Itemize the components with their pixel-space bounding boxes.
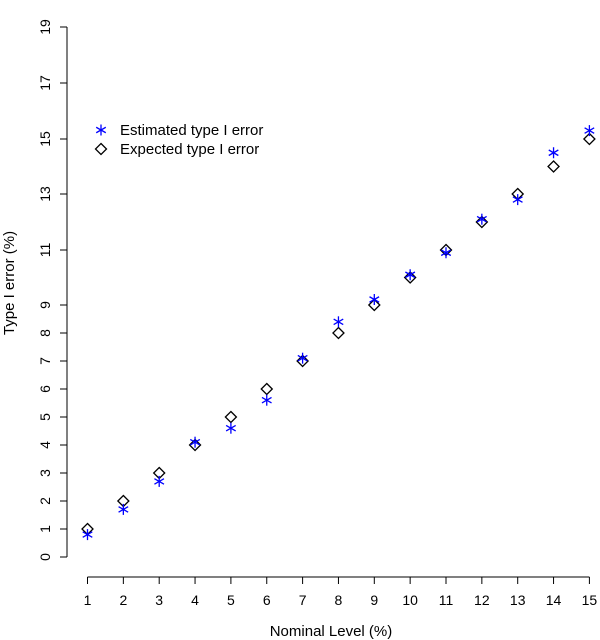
y-tick-label: 8 bbox=[37, 329, 53, 337]
x-axis: 1 2 3 4 5 6 7 8 9 10 11 12 13 14 15 bbox=[84, 576, 598, 608]
y-tick-label: 11 bbox=[37, 243, 53, 258]
x-tick-label: 2 bbox=[119, 592, 127, 608]
expected-point bbox=[403, 271, 417, 284]
x-tick-label: 15 bbox=[582, 592, 598, 608]
y-tick-label: 7 bbox=[37, 357, 53, 365]
x-tick-label: 12 bbox=[474, 592, 490, 608]
expected-point bbox=[475, 215, 489, 229]
x-tick-label: 5 bbox=[227, 592, 235, 608]
estimated-point bbox=[440, 247, 452, 259]
expected-point bbox=[296, 354, 310, 368]
estimated-point bbox=[189, 436, 201, 448]
expected-point bbox=[367, 298, 381, 312]
x-tick-label: 14 bbox=[546, 592, 562, 608]
estimated-point bbox=[333, 316, 344, 328]
estimated-point bbox=[118, 503, 129, 515]
legend-label: Estimated type I error bbox=[120, 122, 263, 139]
estimated-point bbox=[405, 269, 416, 281]
y-tick-label: 4 bbox=[37, 441, 53, 449]
x-tick-label: 6 bbox=[263, 592, 271, 608]
x-tick-label: 8 bbox=[335, 592, 343, 608]
x-tick-label: 1 bbox=[84, 592, 92, 608]
estimated-point bbox=[369, 294, 380, 305]
estimated-point bbox=[512, 194, 523, 206]
estimated-point bbox=[548, 147, 559, 159]
estimated-point bbox=[297, 352, 308, 364]
legend-asterisk-icon bbox=[95, 124, 107, 136]
expected-point bbox=[224, 410, 238, 424]
y-tick-label: 9 bbox=[37, 301, 53, 309]
x-tick-label: 10 bbox=[402, 592, 418, 608]
x-tick-label: 13 bbox=[510, 592, 526, 608]
y-tick-label: 2 bbox=[37, 497, 53, 505]
legend: Estimated type I error Expected type I er… bbox=[94, 122, 263, 158]
y-tick-label: 17 bbox=[37, 75, 53, 91]
expected-point bbox=[547, 160, 560, 173]
y-tick-label: 6 bbox=[37, 385, 53, 393]
legend-label: Expected type I error bbox=[120, 141, 259, 158]
y-tick-label: 13 bbox=[37, 186, 53, 202]
y-axis: 0 1 2 3 4 5 6 7 8 9 11 13 15 17 19 bbox=[37, 19, 68, 561]
x-tick-label: 4 bbox=[191, 592, 199, 608]
x-tick-label: 9 bbox=[370, 592, 378, 608]
y-tick-label: 5 bbox=[37, 413, 53, 421]
y-tick-label: 19 bbox=[37, 19, 53, 35]
expected-point bbox=[188, 438, 202, 452]
estimated-point bbox=[154, 475, 165, 487]
estimated-point bbox=[261, 394, 272, 406]
estimated-point bbox=[82, 529, 93, 541]
estimated-point bbox=[476, 213, 487, 225]
estimated-point bbox=[584, 125, 595, 137]
y-tick-label: 0 bbox=[37, 553, 53, 561]
data-points bbox=[81, 125, 596, 541]
x-tick-label: 3 bbox=[155, 592, 163, 608]
legend-diamond-icon bbox=[94, 142, 108, 156]
expected-point bbox=[332, 326, 345, 340]
y-tick-label: 1 bbox=[37, 525, 53, 533]
y-tick-label: 15 bbox=[37, 131, 53, 147]
x-axis-title: Nominal Level (%) bbox=[270, 623, 393, 640]
x-tick-label: 11 bbox=[439, 592, 454, 608]
expected-point bbox=[260, 382, 274, 396]
expected-point bbox=[582, 132, 596, 146]
estimated-point bbox=[225, 422, 237, 434]
y-tick-label: 3 bbox=[37, 469, 53, 477]
x-tick-label: 7 bbox=[299, 592, 307, 608]
y-axis-title: Type I error (%) bbox=[1, 231, 18, 335]
